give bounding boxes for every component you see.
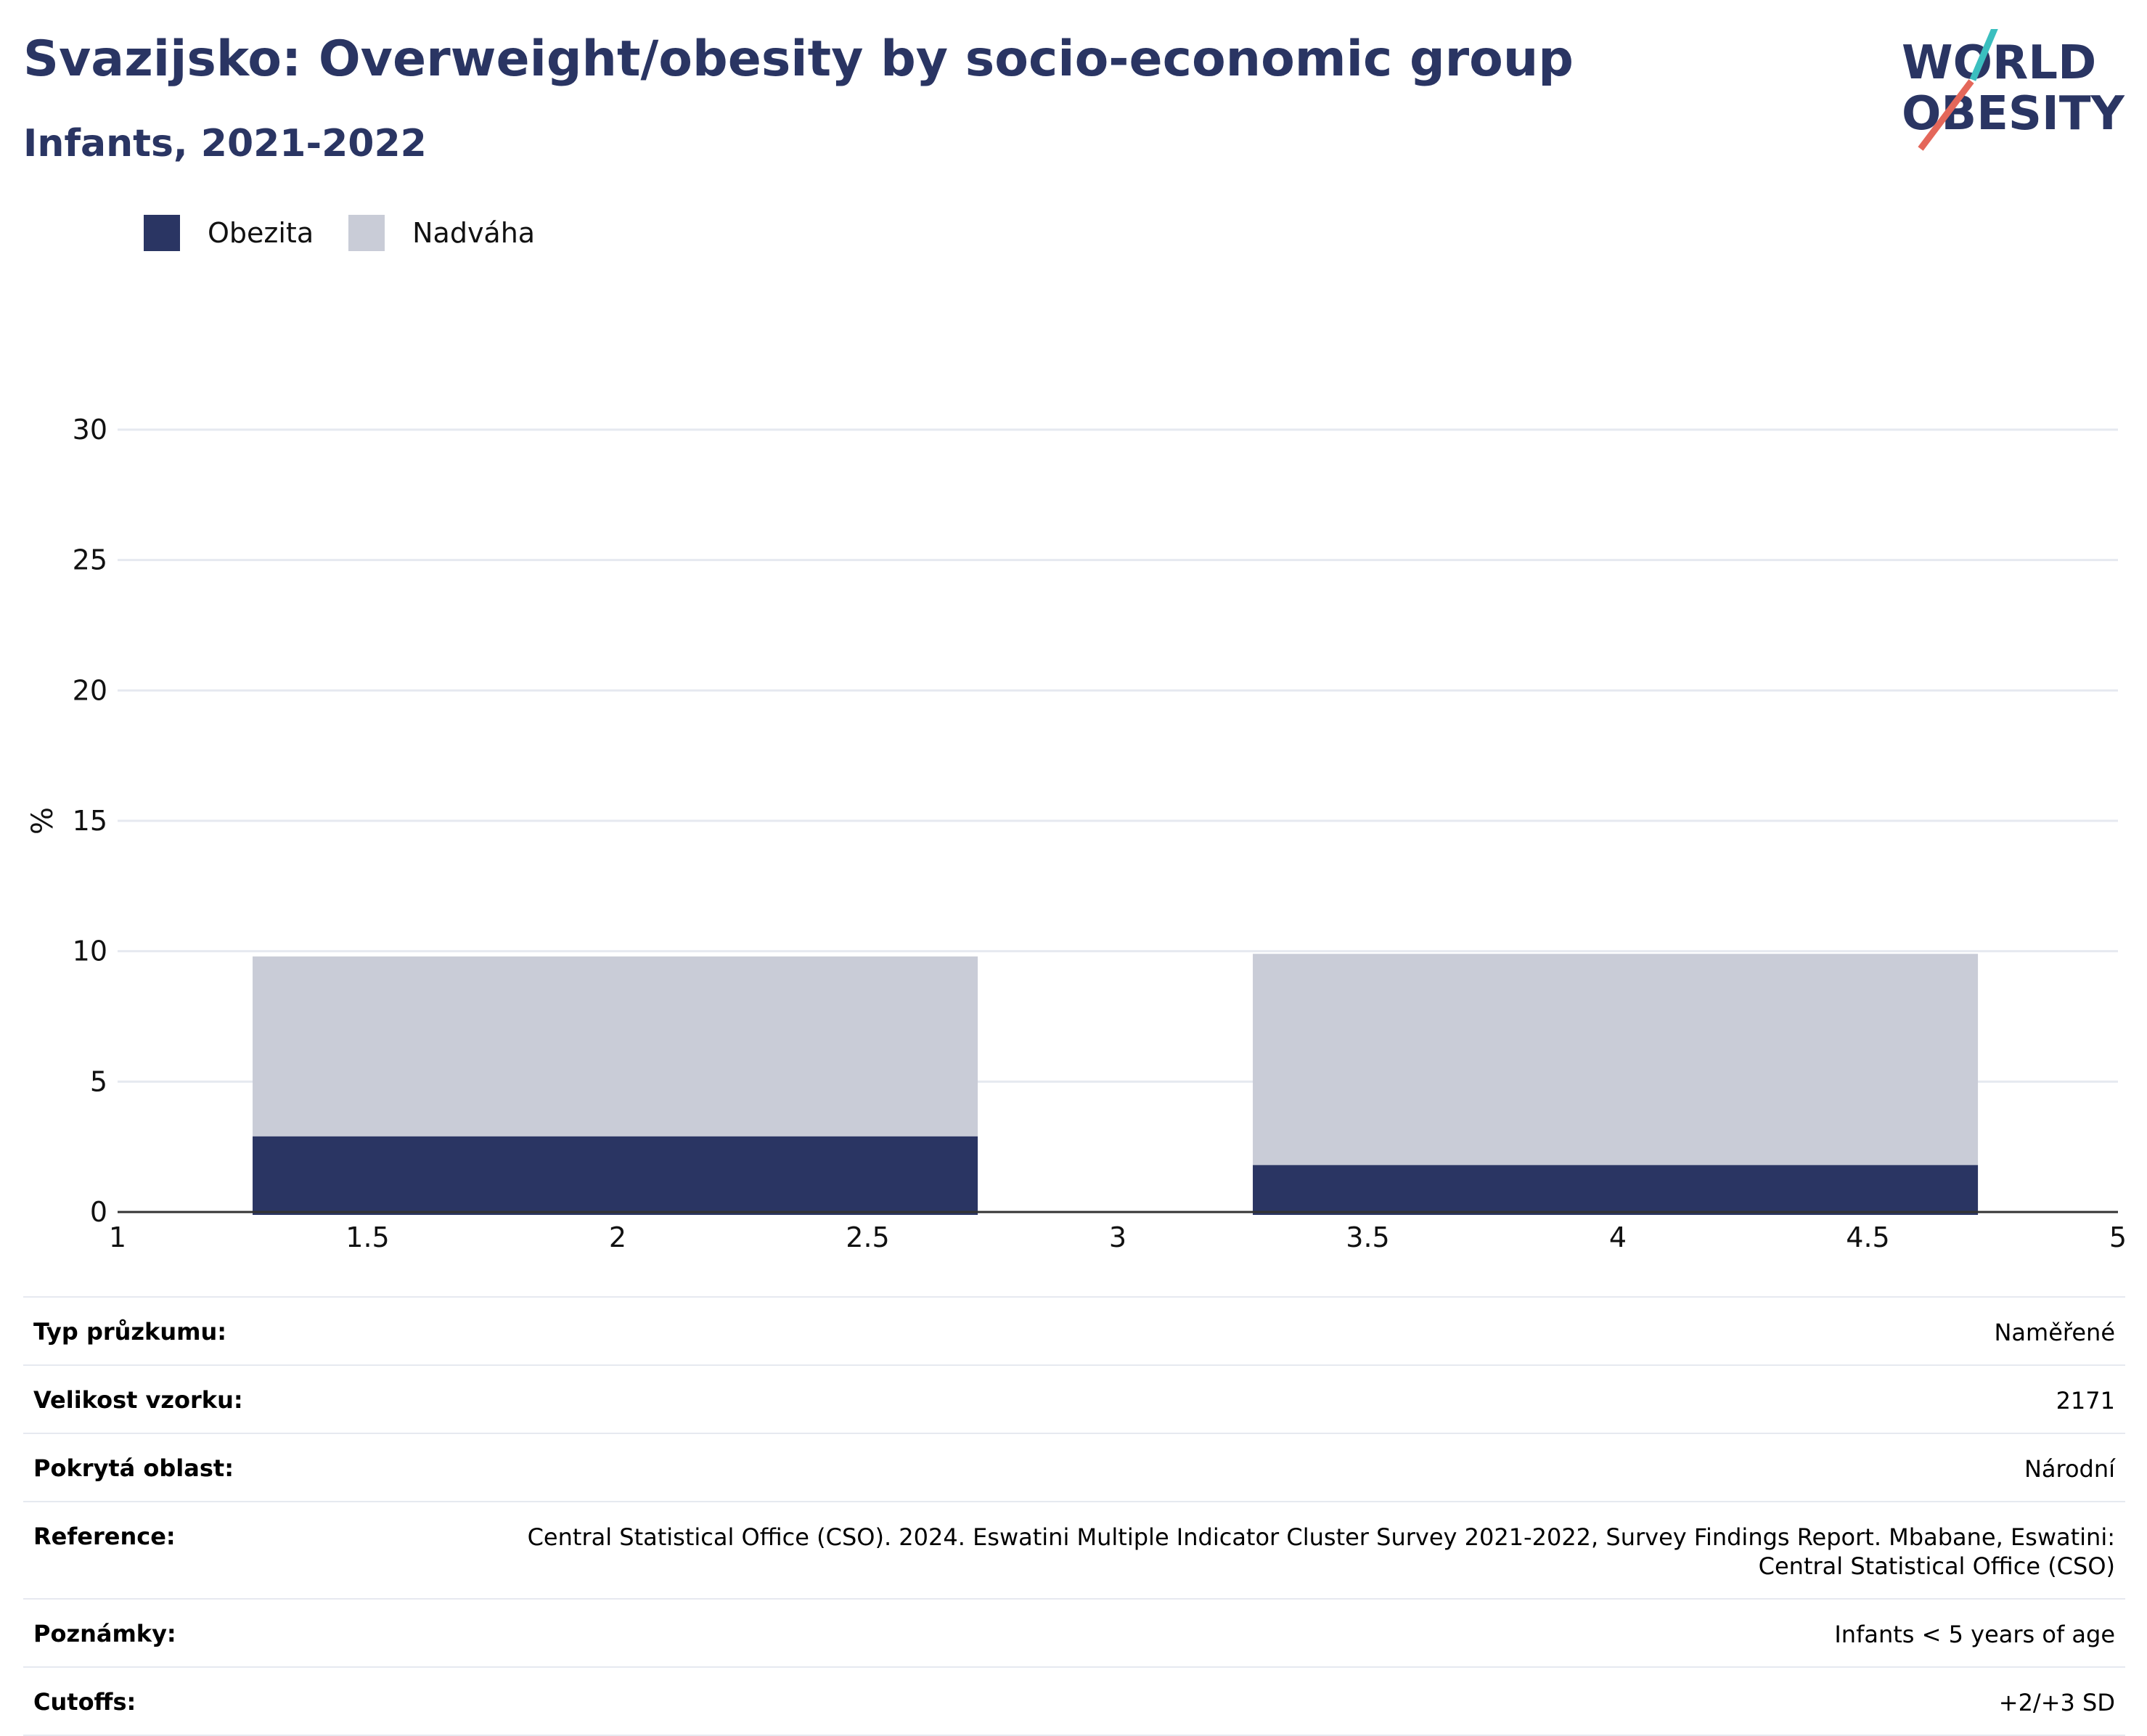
info-value: Národní <box>2024 1455 2115 1483</box>
y-tick-label: 25 <box>73 544 107 576</box>
y-tick-label: 15 <box>73 805 107 837</box>
x-tick-label: 3 <box>1109 1221 1126 1253</box>
x-tick-label: 5 <box>2109 1221 2127 1253</box>
info-label: Typ průzkumu: <box>33 1318 227 1346</box>
logo-text-obesity: OBESITY <box>1902 87 2124 141</box>
info-row-area-covered: Pokrytá oblast: Národní <box>23 1433 2125 1501</box>
y-axis-label: % <box>26 807 60 835</box>
info-label: Velikost vzorku: <box>33 1386 243 1414</box>
x-tick-label: 3.5 <box>1346 1221 1389 1253</box>
x-tick-label: 1.5 <box>345 1221 389 1253</box>
info-row-sample-size: Velikost vzorku: 2171 <box>23 1364 2125 1433</box>
bar-obezita-2 <box>1253 1165 1979 1215</box>
legend-item-nadvaha[interactable]: Nadváha <box>348 215 535 251</box>
legend-swatch-nadvaha <box>348 215 385 251</box>
x-tick-label: 4 <box>1609 1221 1627 1253</box>
chart-legend: Obezita Nadváha <box>144 215 570 251</box>
x-tick-label: 2 <box>609 1221 626 1253</box>
legend-label-obezita: Obezita <box>208 217 314 249</box>
legend-item-obezita[interactable]: Obezita <box>144 215 314 251</box>
info-label: Cutoffs: <box>33 1688 136 1716</box>
info-row-reference: Reference: Central Statistical Office (C… <box>23 1501 2125 1598</box>
bar-chart: 0 5 10 15 20 25 30% 1 1.5 2 2.5 3 3.5 4 4.5 5 <box>26 414 2127 1253</box>
info-label: Pokrytá oblast: <box>33 1454 234 1482</box>
info-label: Poznámky: <box>33 1620 176 1647</box>
x-tick-label: 2.5 <box>846 1221 889 1253</box>
x-tick-label: 1 <box>109 1221 126 1253</box>
y-tick-label: 0 <box>90 1196 107 1228</box>
y-tick-label: 20 <box>73 674 107 706</box>
bar-obezita-1 <box>253 1136 978 1215</box>
survey-info-table: Typ průzkumu: Naměřené Velikost vzorku: … <box>23 1296 2125 1736</box>
logo-text-world: WORLD <box>1902 36 2096 90</box>
info-value: Central Statistical Office (CSO). 2024. … <box>527 1523 2115 1580</box>
info-value: 2171 <box>2056 1387 2115 1414</box>
world-obesity-logo: WORLD OBESITY <box>1902 29 2124 151</box>
info-row-notes: Poznámky: Infants < 5 years of age <box>23 1598 2125 1666</box>
chart-subtitle: Infants, 2021-2022 <box>23 122 427 165</box>
info-value: Infants < 5 years of age <box>1834 1621 2115 1648</box>
chart-title: Svazijsko: Overweight/obesity by socio-e… <box>23 30 1574 88</box>
info-row-cutoffs: Cutoffs: +2/+3 SD <box>23 1666 2125 1736</box>
bar-nadvaha-2 <box>1253 954 1979 1166</box>
x-tick-label: 4.5 <box>1846 1221 1889 1253</box>
info-value: +2/+3 SD <box>1998 1689 2115 1716</box>
y-tick-label: 5 <box>90 1065 107 1097</box>
y-tick-label: 10 <box>73 935 107 967</box>
info-value: Naměřené <box>1994 1319 2115 1346</box>
legend-swatch-obezita <box>144 215 180 251</box>
info-label: Reference: <box>33 1523 176 1550</box>
bar-nadvaha-1 <box>253 956 978 1137</box>
logo-slash-red <box>1918 79 1974 151</box>
logo-slash-teal <box>1969 29 1998 81</box>
legend-label-nadvaha: Nadváha <box>412 217 536 249</box>
info-row-survey-type: Typ průzkumu: Naměřené <box>23 1296 2125 1364</box>
y-tick-label: 30 <box>73 414 107 446</box>
